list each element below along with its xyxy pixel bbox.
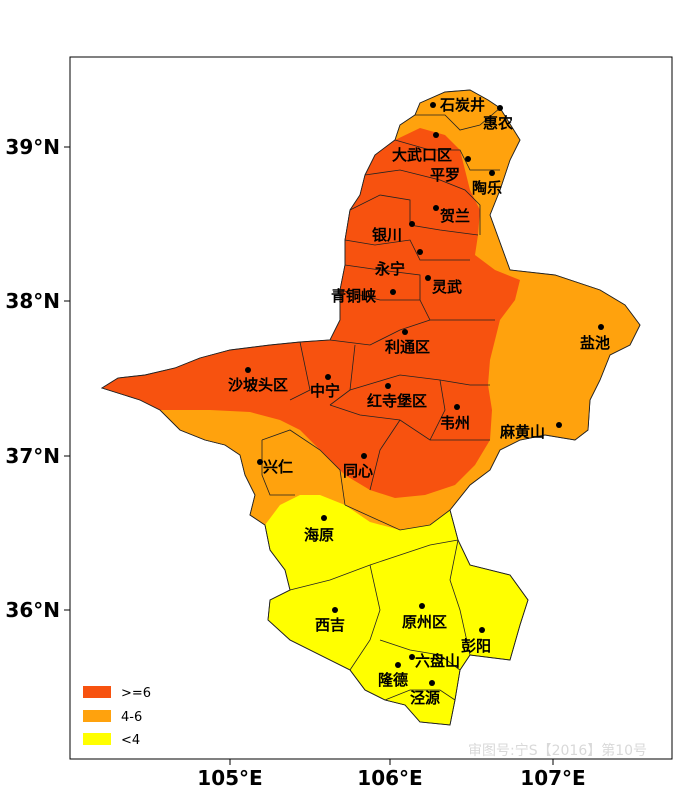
city-marker bbox=[395, 662, 401, 668]
legend-label: <4 bbox=[121, 733, 140, 748]
city-label: 西吉 bbox=[315, 616, 345, 634]
legend-label: >=6 bbox=[121, 686, 151, 701]
city-label: 利通区 bbox=[385, 338, 430, 356]
city-marker bbox=[361, 453, 367, 459]
legend-label: 4-6 bbox=[121, 710, 142, 725]
x-tick-label: 106°E bbox=[357, 766, 422, 790]
city-marker bbox=[321, 515, 327, 521]
city-marker bbox=[489, 170, 495, 176]
city-label: 惠农 bbox=[483, 114, 513, 132]
legend: >=6 4-6 <4 bbox=[83, 686, 151, 748]
city-label: 盐池 bbox=[580, 334, 610, 352]
city-label: 六盘山 bbox=[415, 652, 460, 670]
legend-swatch bbox=[83, 710, 111, 722]
city-label: 韦州 bbox=[440, 414, 470, 432]
city-marker bbox=[245, 367, 251, 373]
legend-swatch bbox=[83, 733, 111, 745]
city-marker bbox=[429, 680, 435, 686]
city-label: 兴仁 bbox=[263, 458, 293, 476]
y-axis: 39°N 38°N 37°N 36°N bbox=[5, 135, 70, 622]
city-label: 原州区 bbox=[402, 613, 447, 631]
city-marker bbox=[257, 459, 263, 465]
city-label: 彭阳 bbox=[461, 637, 491, 655]
city-label: 中宁 bbox=[310, 382, 340, 400]
city-marker bbox=[409, 654, 415, 660]
city-marker bbox=[465, 156, 471, 162]
city-label: 贺兰 bbox=[439, 207, 470, 225]
city-marker bbox=[556, 422, 562, 428]
x-tick-label: 105°E bbox=[197, 766, 262, 790]
x-axis: 105°E 106°E 107°E bbox=[197, 759, 586, 790]
city-label: 银川 bbox=[372, 226, 402, 244]
y-tick-label: 36°N bbox=[5, 598, 60, 622]
city-label: 红寺堡区 bbox=[367, 392, 427, 410]
city-label: 平罗 bbox=[430, 166, 460, 184]
city-label: 海原 bbox=[304, 526, 334, 544]
legend-swatch bbox=[83, 686, 111, 698]
city-marker bbox=[454, 404, 460, 410]
city-label: 陶乐 bbox=[472, 179, 502, 197]
city-label: 沙坡头区 bbox=[228, 376, 288, 394]
city-label: 大武口区 bbox=[392, 146, 452, 164]
city-marker bbox=[385, 383, 391, 389]
region-high-fill bbox=[102, 128, 520, 498]
region-outline bbox=[100, 89, 641, 726]
y-tick-label: 37°N bbox=[5, 444, 60, 468]
city-marker bbox=[430, 102, 436, 108]
watermark: 审图号:宁S【2016】第10号 bbox=[468, 742, 647, 759]
city-label: 永宁 bbox=[374, 260, 405, 278]
city-label: 青铜峡 bbox=[331, 287, 377, 305]
city-marker bbox=[390, 289, 396, 295]
y-tick-label: 39°N bbox=[5, 135, 60, 159]
city-marker bbox=[433, 132, 439, 138]
city-label: 隆德 bbox=[378, 671, 408, 689]
city-label: 泾源 bbox=[410, 689, 440, 707]
city-marker bbox=[419, 603, 425, 609]
city-marker bbox=[409, 221, 415, 227]
city-marker bbox=[425, 275, 431, 281]
y-tick-label: 38°N bbox=[5, 289, 60, 313]
city-marker bbox=[417, 249, 423, 255]
city-marker bbox=[402, 329, 408, 335]
city-marker bbox=[332, 607, 338, 613]
city-marker bbox=[325, 374, 331, 380]
city-marker bbox=[497, 105, 503, 111]
city-label: 麻黄山 bbox=[499, 423, 545, 441]
city-label: 灵武 bbox=[432, 278, 462, 296]
x-tick-label: 107°E bbox=[520, 766, 585, 790]
county-boundaries bbox=[261, 107, 501, 701]
city-marker bbox=[433, 205, 439, 211]
city-marker bbox=[479, 627, 485, 633]
city-label: 同心 bbox=[343, 462, 373, 480]
city-label: 石炭井 bbox=[439, 96, 485, 114]
city-marker bbox=[598, 324, 604, 330]
